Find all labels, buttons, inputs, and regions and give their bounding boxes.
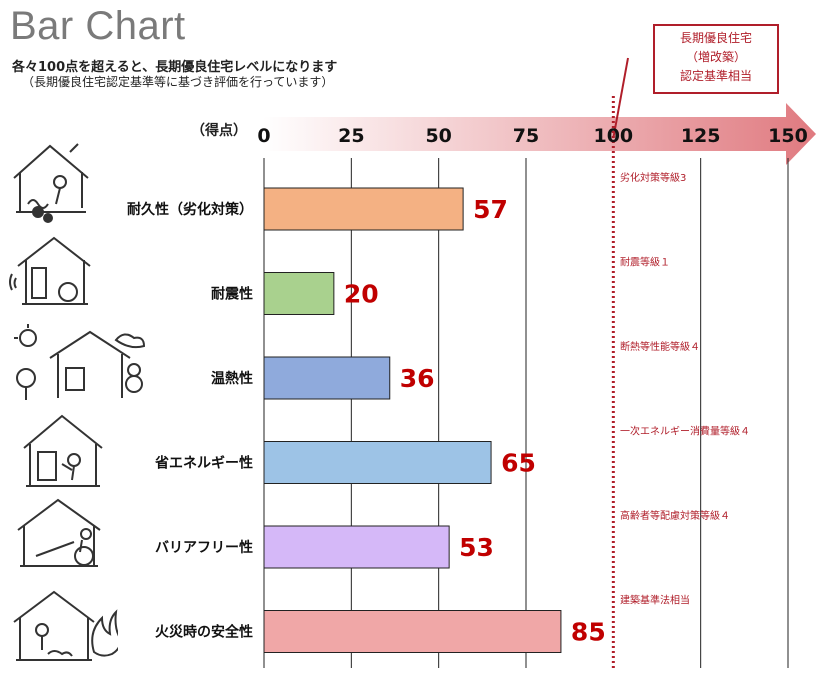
x-axis-label: （得点）: [191, 122, 247, 139]
x-tick-label: 150: [768, 125, 808, 147]
bar: [263, 187, 464, 231]
x-tick-label: 25: [338, 125, 364, 147]
house-wheelchair-icon: [17, 498, 101, 567]
x-tick-label: 125: [681, 125, 721, 147]
bar: [263, 525, 450, 569]
category-label: 耐久性（劣化対策）: [127, 201, 253, 218]
category-label: 温熱性: [211, 370, 253, 387]
category-label: バリアフリー性: [155, 539, 253, 556]
bar: [263, 272, 335, 315]
reference-annotation: 一次エネルギー消費量等級４: [620, 425, 750, 438]
x-tick-label: 75: [513, 125, 539, 147]
x-tick-label: 0: [257, 125, 270, 147]
bar-value-label: 57: [473, 195, 508, 224]
bar-value-label: 65: [501, 449, 536, 478]
house-fire-icon: [13, 590, 118, 661]
x-tick-label: 50: [425, 125, 451, 147]
bar: [263, 610, 562, 653]
bar-value-label: 36: [400, 364, 435, 393]
callout-connector: [612, 57, 629, 139]
reference-annotation: 建築基準法相当: [620, 594, 690, 607]
subtitle: 各々100点を超えると、長期優良住宅レベルになります: [12, 60, 338, 75]
category-label: 省エネルギー性: [154, 455, 253, 472]
reference-annotation: 劣化対策等級3: [620, 171, 686, 184]
house-damage-icon: [13, 143, 89, 223]
bar-value-label: 53: [459, 533, 494, 562]
page-title: Bar Chart: [10, 4, 186, 48]
callout-line-3: 認定基準相当: [679, 69, 752, 83]
category-label: 火災時の安全性: [155, 624, 253, 641]
house-earthquake-icon: [9, 236, 91, 305]
axis-arrow: [263, 103, 816, 165]
house-weather-icon: [14, 324, 146, 400]
reference-annotation: 高齢者等配慮対策等級４: [620, 509, 730, 522]
callout-line-2: （増改築）: [685, 50, 746, 64]
reference-annotation: 断熱等性能等級４: [620, 340, 700, 353]
callout-line-1: 長期優良住宅: [679, 31, 752, 45]
bar: [263, 441, 492, 484]
house-energy-icon: [23, 414, 103, 487]
x-tick-label: 100: [593, 125, 633, 147]
category-label: 耐震性: [211, 286, 253, 303]
bar-value-label: 20: [344, 280, 379, 309]
bar-value-label: 85: [571, 618, 606, 647]
subtitle-note: （長期優良住宅認定基準等に基づき評価を行っています）: [22, 75, 334, 89]
reference-callout: 長期優良住宅 （増改築） 認定基準相当: [653, 24, 779, 94]
reference-annotation: 耐震等級１: [620, 256, 670, 269]
bar: [263, 356, 391, 400]
